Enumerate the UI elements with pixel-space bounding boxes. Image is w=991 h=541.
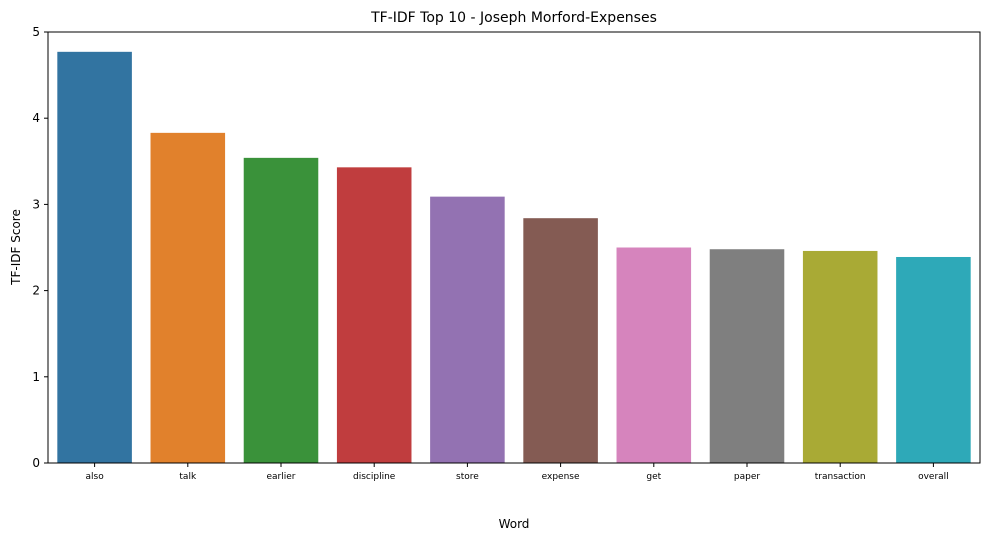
x-tick-label: earlier — [267, 472, 296, 482]
x-axis-label: Word — [499, 517, 530, 531]
y-axis: 0 1 2 3 4 5 — [32, 25, 48, 470]
bar-store — [430, 196, 505, 463]
x-tick-label: get — [646, 472, 661, 482]
x-tick-label: discipline — [353, 472, 396, 482]
y-tick-label: 0 — [32, 456, 40, 470]
y-axis-label: TF-IDF Score — [9, 209, 23, 286]
bars-group — [57, 51, 971, 464]
bar-discipline — [336, 167, 412, 464]
x-tick-label: store — [456, 472, 479, 482]
x-axis: also talk earlier discipline store expense get… — [85, 463, 949, 482]
x-tick-label: transaction — [815, 472, 866, 482]
bar-talk — [150, 132, 226, 463]
chart-title: TF-IDF Top 10 - Joseph Morford-Expenses — [370, 10, 657, 26]
bar-also — [57, 51, 132, 464]
y-tick-label: 4 — [32, 111, 40, 125]
bar-earlier — [243, 157, 319, 464]
bar-get — [616, 247, 692, 463]
plot-frame — [47, 31, 981, 464]
x-tick-label: expense — [542, 472, 580, 482]
y-tick-label: 5 — [32, 25, 40, 39]
bar-paper — [709, 249, 785, 463]
y-tick-label: 2 — [32, 284, 40, 298]
x-tick-label: overall — [918, 472, 949, 482]
bar-expense — [523, 218, 598, 463]
x-tick-label: talk — [179, 472, 197, 482]
x-tick-label: paper — [734, 472, 760, 482]
bar-transaction — [802, 250, 878, 463]
y-tick-label: 1 — [32, 370, 40, 384]
bar-overall — [896, 256, 971, 463]
x-tick-label: also — [85, 472, 104, 482]
y-tick-label: 3 — [32, 197, 40, 211]
